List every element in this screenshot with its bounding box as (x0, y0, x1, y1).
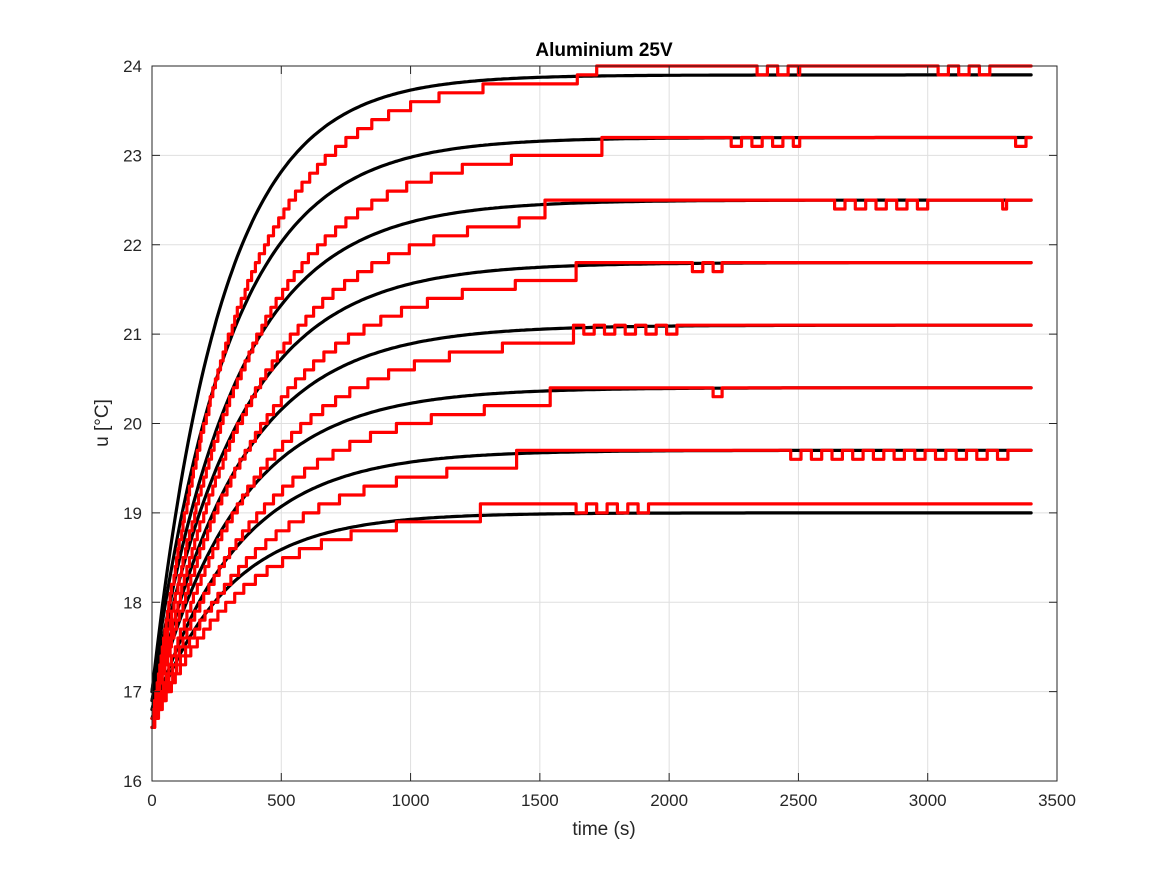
x-axis-label: time (s) (572, 819, 635, 840)
x-tick-label: 3000 (909, 791, 947, 810)
x-tick-label: 3500 (1038, 791, 1076, 810)
measured-curve-8 (150, 502, 1033, 729)
chart-title: Aluminium 25V (535, 40, 673, 61)
y-tick-label: 22 (123, 236, 142, 255)
x-tick-label: 1500 (521, 791, 559, 810)
x-tick-label: 500 (267, 791, 295, 810)
y-tick-label: 24 (123, 57, 142, 76)
y-tick-label: 19 (123, 504, 142, 523)
series-layer (150, 64, 1033, 729)
grid (151, 65, 1058, 782)
measured-curve-1 (150, 64, 1033, 720)
measured-curve-4 (150, 261, 1033, 720)
model-curve-1 (150, 73, 1033, 694)
y-tick-label: 16 (123, 772, 142, 791)
y-tick-label: 20 (123, 415, 142, 434)
ticks: 0 500 1000 1500 2000 2500 3000 3500 16 17 18 19 20 21… (123, 57, 1076, 810)
measured-curve-2 (150, 135, 1033, 720)
measured-curve-7 (150, 448, 1033, 729)
model-curve-3 (150, 198, 1033, 703)
y-tick-label: 18 (123, 593, 142, 612)
x-tick-label: 2000 (650, 791, 688, 810)
y-tick-label: 23 (123, 146, 142, 165)
model-curve-8 (150, 511, 1033, 720)
measured-curve-5 (150, 323, 1033, 729)
x-tick-label: 0 (147, 791, 156, 810)
x-tick-label: 1000 (392, 791, 430, 810)
x-tick-label: 2500 (780, 791, 818, 810)
measured-curve-3 (150, 198, 1033, 720)
y-tick-label: 17 (123, 683, 142, 702)
y-axis-label: u [°C] (92, 399, 113, 447)
model-curve-2 (150, 135, 1033, 694)
y-tick-label: 21 (123, 325, 142, 344)
model-curve-5 (150, 323, 1033, 712)
measured-curve-6 (150, 386, 1033, 729)
